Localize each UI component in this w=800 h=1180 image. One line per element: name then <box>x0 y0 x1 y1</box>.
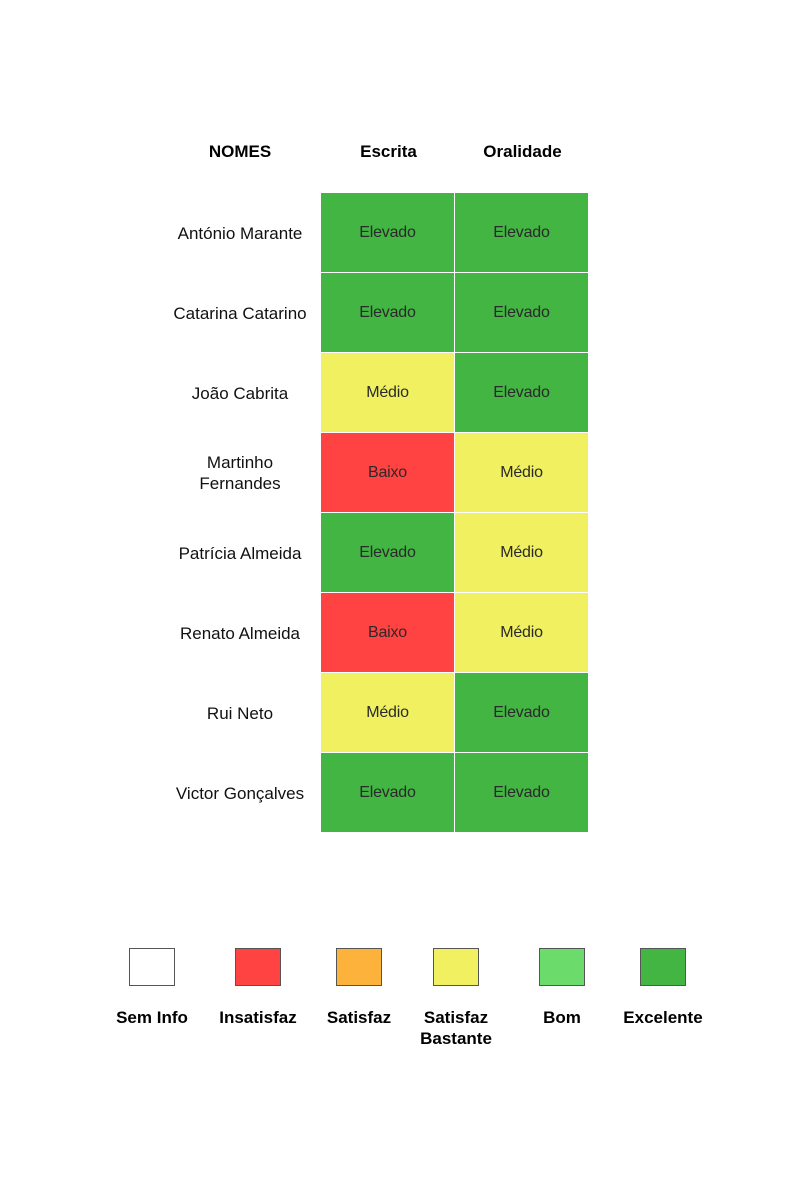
grade-oralidade: Médio <box>455 433 588 512</box>
grade-escrita: Baixo <box>321 433 454 512</box>
legend-item-sem-info: Sem Info <box>92 948 212 1028</box>
table-row: Patrícia Almeida Elevado Médio <box>160 513 590 593</box>
student-name: Rui Neto <box>206 703 274 723</box>
header-escrita: Escrita <box>360 142 417 161</box>
grade-oralidade: Elevado <box>455 673 588 752</box>
legend-swatch <box>129 948 175 986</box>
legend-label: Satisfaz Bastante <box>420 1008 492 1048</box>
grade-oralidade: Elevado <box>455 353 588 432</box>
student-name: Victor Gonçalves <box>175 783 305 803</box>
grade-oralidade: Elevado <box>455 273 588 352</box>
legend-label: Excelente <box>623 1008 703 1027</box>
grade-escrita: Elevado <box>321 753 454 832</box>
grade-escrita: Médio <box>321 353 454 432</box>
grade-escrita: Elevado <box>321 273 454 352</box>
legend-swatch <box>433 948 479 986</box>
legend-item-excelente: Excelente <box>603 948 723 1028</box>
grade-escrita: Médio <box>321 673 454 752</box>
legend-item-bom: Bom <box>502 948 622 1028</box>
legend-label: Insatisfaz <box>219 1008 297 1027</box>
student-name: Patrícia Almeida <box>178 543 302 563</box>
student-name: João Cabrita <box>191 383 289 403</box>
table-row: Victor Gonçalves Elevado Elevado <box>160 753 590 833</box>
grade-escrita: Elevado <box>321 193 454 272</box>
student-name: António Marante <box>177 223 303 243</box>
table-row: António Marante Elevado Elevado <box>160 193 590 273</box>
grades-table: António Marante Elevado Elevado Catarina… <box>160 193 590 833</box>
grade-escrita: Baixo <box>321 593 454 672</box>
legend-swatch <box>539 948 585 986</box>
student-name: Catarina Catarino <box>173 303 307 323</box>
grade-oralidade: Elevado <box>455 753 588 832</box>
table-row: João Cabrita Médio Elevado <box>160 353 590 433</box>
legend-label: Sem Info <box>116 1008 188 1027</box>
grade-oralidade: Médio <box>455 593 588 672</box>
grade-oralidade: Elevado <box>455 193 588 272</box>
student-name: Renato Almeida <box>179 623 301 643</box>
header-names: NOMES <box>208 142 272 161</box>
legend-item-insatisfaz: Insatisfaz <box>198 948 318 1028</box>
legend-label: Satisfaz <box>326 1008 392 1027</box>
legend-swatch <box>640 948 686 986</box>
legend: Sem Info Insatisfaz Satisfaz Satisfaz Ba… <box>0 948 800 1068</box>
legend-item-satisfaz: Satisfaz <box>299 948 419 1028</box>
table-row: Renato Almeida Baixo Médio <box>160 593 590 673</box>
student-name: Martinho Fernandes <box>199 453 281 493</box>
table-row: Martinho Fernandes Baixo Médio <box>160 433 590 513</box>
table-row: Catarina Catarino Elevado Elevado <box>160 273 590 353</box>
legend-label: Bom <box>543 1008 581 1027</box>
legend-swatch <box>336 948 382 986</box>
header-oralidade: Oralidade <box>483 142 562 161</box>
legend-item-satisfaz-bastante: Satisfaz Bastante <box>396 948 516 1049</box>
grade-oralidade: Médio <box>455 513 588 592</box>
legend-swatch <box>235 948 281 986</box>
table-row: Rui Neto Médio Elevado <box>160 673 590 753</box>
grade-escrita: Elevado <box>321 513 454 592</box>
